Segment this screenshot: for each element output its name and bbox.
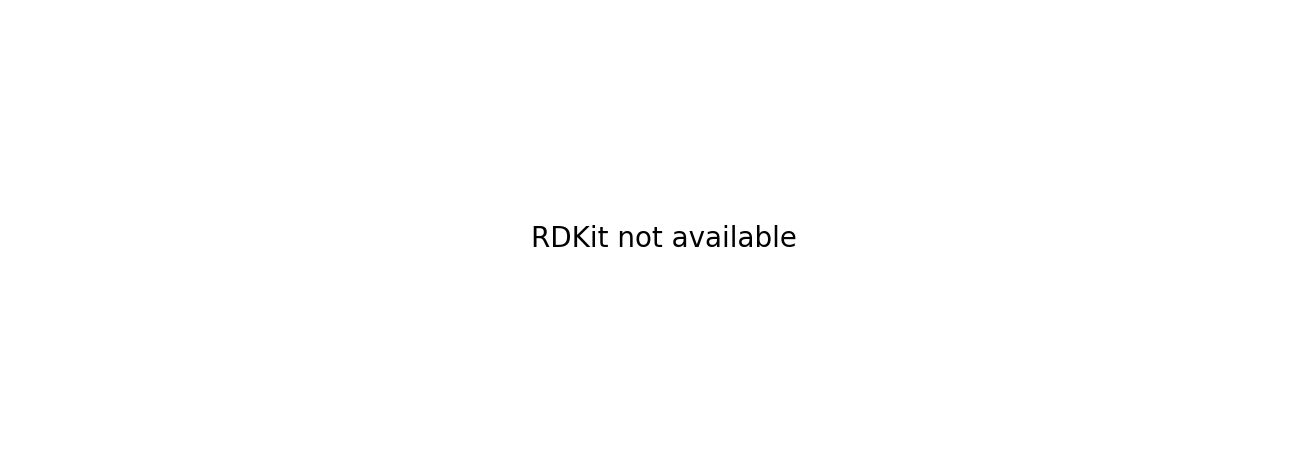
- Text: RDKit not available: RDKit not available: [531, 225, 797, 254]
